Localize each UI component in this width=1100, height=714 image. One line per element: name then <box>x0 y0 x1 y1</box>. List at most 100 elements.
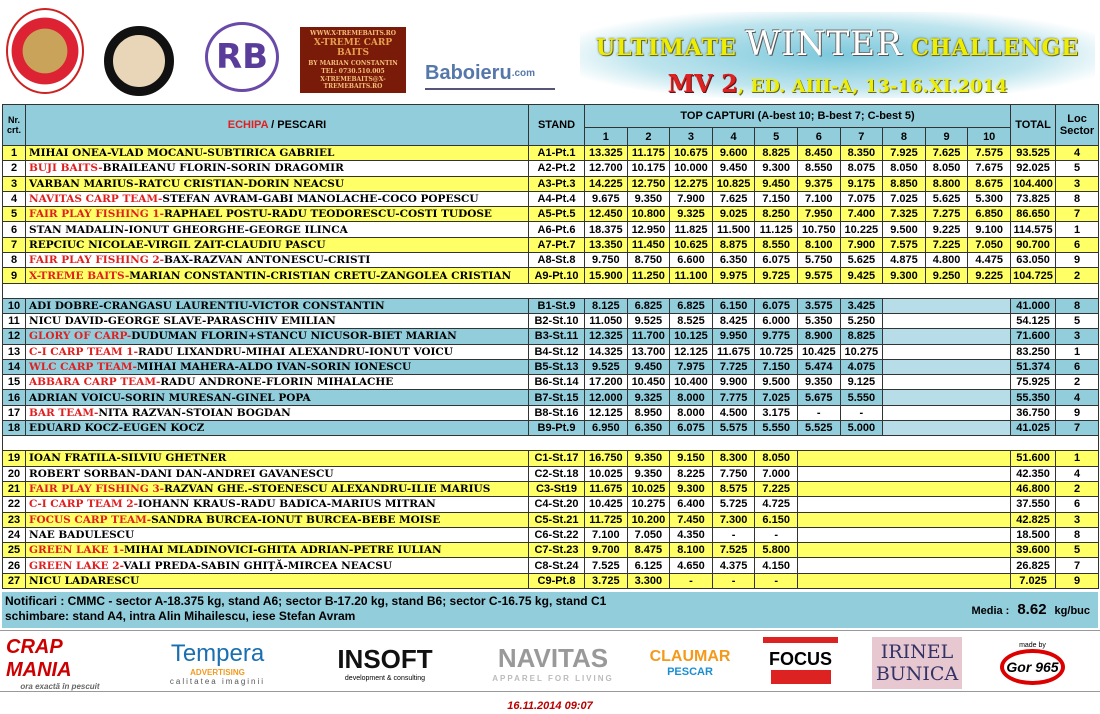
capture-value: 9.300 <box>882 267 926 284</box>
capture-value: 8.000 <box>669 404 713 422</box>
header: RB WWW.X-TREMEBAITS.RO X-TREME CARP BAIT… <box>0 0 1100 100</box>
irinel-bunica-logo: IRINEL BUNICA <box>872 637 962 689</box>
stand: B1-St.9 <box>528 297 585 314</box>
pescari-names: RAPHAEL POSTU-RADU TEODORESCU-COSTI TUDO… <box>164 208 492 221</box>
team-separator: - <box>159 208 164 221</box>
capture-value: 7.925 <box>882 144 926 162</box>
team-pescari-cell: ADI DOBRE-CRANGASU LAURENTIU-VICTOR CONS… <box>25 297 529 314</box>
loc-sector: 9 <box>1055 572 1100 590</box>
capture-value: 9.325 <box>669 206 713 223</box>
loc-sector: 5 <box>1055 542 1100 559</box>
team-pescari-cell: EDUARD KOCZ-EUGEN KOCZ <box>25 420 529 437</box>
capture-value: 10.675 <box>669 144 713 162</box>
team-separator: - <box>159 483 164 496</box>
header-team-label: ECHIPA <box>227 119 269 131</box>
capture-value: 8.075 <box>839 160 884 177</box>
capture-value: 8.225 <box>669 465 713 482</box>
stand: B7-St.15 <box>528 389 585 406</box>
loc-sector: 8 <box>1055 297 1100 314</box>
capture-value: 8.900 <box>796 328 841 345</box>
total: 90.700 <box>1010 236 1057 254</box>
stand: A9-Pt.10 <box>528 267 585 284</box>
baboieru-logo: Baboieru .com <box>425 58 555 90</box>
sponsor-logos: CRAP MANIA ora exactă în pescuit Tempera A… <box>0 630 1100 692</box>
capture-value: 7.575 <box>967 144 1012 162</box>
table-row: 14 WLC CARP TEAM-MIHAI MAHERA-ALDO IVAN-S… <box>2 358 1100 376</box>
capture-value: 8.050 <box>924 160 969 177</box>
row-number: 2 <box>2 160 26 177</box>
team-pescari-cell: C-I CARP TEAM 1-RADU LIXANDRU-MIHAI ALEX… <box>25 343 529 360</box>
logo-text: ADVERTISING <box>190 668 245 677</box>
subtitle-part: , ED. AIII-A, 13-16.XI.2014 <box>737 76 1008 97</box>
pescari-names: ADI DOBRE-CRANGASU LAURENTIU-VICTOR CONS… <box>29 299 385 312</box>
team-pescari-cell: BAR TEAM-NITA RAZVAN-STOIAN BOGDAN <box>25 404 529 422</box>
capture-value: 8.825 <box>754 144 798 162</box>
insoft-logo: INSOFT development & consulting <box>320 637 450 689</box>
loc-sector: 4 <box>1055 389 1100 406</box>
total: 26.825 <box>1010 557 1057 574</box>
loc-sector: 4 <box>1055 465 1100 482</box>
notes-line: schimbare: stand A4, intra Alin Mihailes… <box>5 609 356 623</box>
total: 42.825 <box>1010 511 1057 528</box>
total: 36.750 <box>1010 404 1057 422</box>
group-gap <box>1 435 1100 451</box>
capture-value: 5.625 <box>924 190 969 208</box>
capture-value: 9.600 <box>711 144 756 162</box>
stand: A5-Pt.5 <box>528 206 585 223</box>
team-pescari-cell: ROBERT SORBAN-DANI DAN-ANDREI GAVANESCU <box>25 465 529 482</box>
pescari-names: ROBERT SORBAN-DANI DAN-ANDREI GAVANESCU <box>29 467 334 480</box>
logo-text: NAVITAS <box>497 643 609 673</box>
loc-sector: 2 <box>1055 374 1100 391</box>
loc-sector: 3 <box>1055 175 1100 192</box>
pescari-names: REPCIUC NICOLAE-VIRGIL ZAIT-CLAUDIU PASC… <box>29 238 326 251</box>
capture-value: 12.275 <box>669 175 713 192</box>
pescari-names: IOAN FRATILA-SILVIU GHETNER <box>29 452 227 465</box>
row-number: 19 <box>2 450 26 467</box>
loc-sector: 9 <box>1055 404 1100 422</box>
table-row: 25 GREEN LAKE 1-MIHAI MLADINOVICI-GHITA A… <box>2 542 1100 559</box>
loc-sector: 2 <box>1055 480 1100 498</box>
logo-text: IRINEL <box>880 641 954 663</box>
header-pescari-label: PESCARI <box>277 119 327 131</box>
capture-value: 7.675 <box>967 160 1012 177</box>
header-col-2: 2 <box>626 127 671 146</box>
capture-value: 9.525 <box>626 312 671 330</box>
team-name: FAIR PLAY FISHING 3 <box>29 483 160 496</box>
loc-sector: 1 <box>1055 343 1100 360</box>
capture-value: 9.450 <box>711 160 756 177</box>
capture-value: 9.700 <box>584 542 628 559</box>
row-number: 4 <box>2 190 26 208</box>
capture-value: 7.625 <box>924 144 969 162</box>
table-row: 23 FOCUS CARP TEAM-SANDRA BURCEA-IONUT BU… <box>2 511 1100 528</box>
capture-value: 7.950 <box>796 206 841 223</box>
navitas-logo: NAVITAS APPAREL FOR LIVING <box>488 637 618 689</box>
stand: B5-St.13 <box>528 358 585 376</box>
capture-value: 9.675 <box>584 190 628 208</box>
stand: C4-St.20 <box>528 496 585 513</box>
capture-value: 9.750 <box>584 252 628 269</box>
capture-value: 5.625 <box>839 252 884 269</box>
logo-text: .com <box>511 67 536 79</box>
team-name: NAVITAS CARP TEAM <box>29 193 159 206</box>
capture-value: 8.550 <box>796 160 841 177</box>
media-readout: Media : 8.62 kg/buc <box>971 602 1090 619</box>
table-row: 18 EDUARD KOCZ-EUGEN KOCZ B9-Pt.9 6.950 6.35… <box>2 420 1100 437</box>
capture-value: 8.350 <box>839 144 884 162</box>
capture-value: 9.975 <box>711 267 756 284</box>
header-col-1: 1 <box>584 127 628 146</box>
total: 75.925 <box>1010 374 1057 391</box>
capture-value: 8.950 <box>626 404 671 422</box>
row-number: 11 <box>2 312 26 330</box>
total: 37.550 <box>1010 496 1057 513</box>
capture-value: 10.225 <box>839 221 884 238</box>
x-treme-baits-logo: WWW.X-TREMEBAITS.RO X-TREME CARP BAITS B… <box>300 27 406 93</box>
carping-club-logo <box>104 26 174 96</box>
stand: B3-St.11 <box>528 328 585 345</box>
row-number: 7 <box>2 236 26 254</box>
capture-value: 10.725 <box>754 343 798 360</box>
stand: A4-Pt.4 <box>528 190 585 208</box>
table-row: 27 NICU LADARESCU C9-Pt.8 3.725 3.300- - -7.02… <box>2 572 1100 590</box>
row-number: 14 <box>2 358 26 376</box>
capture-value: - <box>711 526 756 544</box>
capture-value: 12.125 <box>584 404 628 422</box>
